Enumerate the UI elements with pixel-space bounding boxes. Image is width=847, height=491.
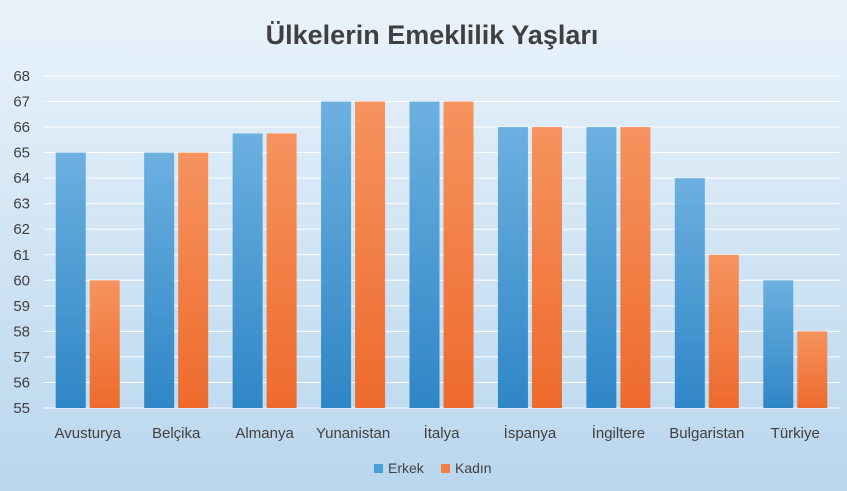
y-tick-label: 64: [13, 170, 30, 187]
legend-label: Kadın: [455, 460, 492, 476]
y-tick-label: 66: [13, 119, 30, 136]
bar-erkek-5: [497, 127, 528, 409]
bar-erkek-0: [55, 152, 86, 408]
bar-kad-n-6: [620, 127, 651, 409]
bar-kad-n-1: [178, 152, 209, 408]
bar-erkek-4: [409, 101, 440, 409]
bar-erkek-3: [321, 101, 352, 409]
y-tick-label: 67: [13, 94, 30, 111]
bar-kad-n-4: [443, 101, 474, 409]
chart-title: Ülkelerin Emeklilik Yaşları: [266, 20, 599, 50]
x-tick-label: Yunanistan: [316, 425, 390, 442]
bar-erkek-2: [232, 133, 263, 408]
x-tick-label: İtalya: [424, 424, 461, 442]
bars: [55, 101, 828, 409]
y-axis-ticks: 55 56 57 58 59 60 61 62 63 64 65 66 67 68: [13, 68, 30, 417]
x-axis-ticks: Avusturya Belçika Almanya Yunanistan İtalya İ…: [55, 424, 820, 442]
bar-kad-n-8: [797, 331, 828, 408]
x-tick-label: Avusturya: [55, 425, 122, 442]
legend-swatch: [374, 464, 383, 473]
y-tick-label: 55: [13, 400, 30, 417]
y-tick-label: 68: [13, 68, 30, 85]
y-tick-label: 59: [13, 298, 30, 315]
bar-kad-n-5: [531, 127, 562, 409]
y-tick-label: 56: [13, 374, 30, 391]
bar-kad-n-2: [266, 133, 297, 408]
x-tick-label: İspanya: [504, 424, 557, 442]
grid-lines: [44, 75, 840, 409]
x-tick-label: Belçika: [152, 425, 201, 442]
bar-erkek-1: [144, 152, 175, 408]
y-tick-label: 60: [13, 272, 30, 289]
bar-kad-n-0: [89, 280, 120, 408]
bar-erkek-8: [763, 280, 794, 408]
x-tick-label: Bulgaristan: [669, 425, 744, 442]
x-tick-label: İngiltere: [592, 424, 645, 442]
y-tick-label: 63: [13, 196, 30, 213]
y-tick-label: 57: [13, 349, 30, 366]
x-tick-label: Türkiye: [771, 425, 820, 442]
bar-kad-n-3: [355, 101, 386, 409]
legend-label: Erkek: [388, 460, 425, 476]
y-tick-label: 65: [13, 145, 30, 162]
legend: Erkek Kadın: [374, 460, 492, 476]
bar-erkek-6: [586, 127, 617, 409]
y-tick-label: 61: [13, 247, 30, 264]
bar-erkek-7: [674, 178, 705, 408]
legend-swatch: [441, 464, 450, 473]
x-tick-label: Almanya: [235, 425, 294, 442]
y-tick-label: 62: [13, 221, 30, 238]
y-tick-label: 58: [13, 323, 30, 340]
bar-kad-n-7: [708, 254, 739, 408]
